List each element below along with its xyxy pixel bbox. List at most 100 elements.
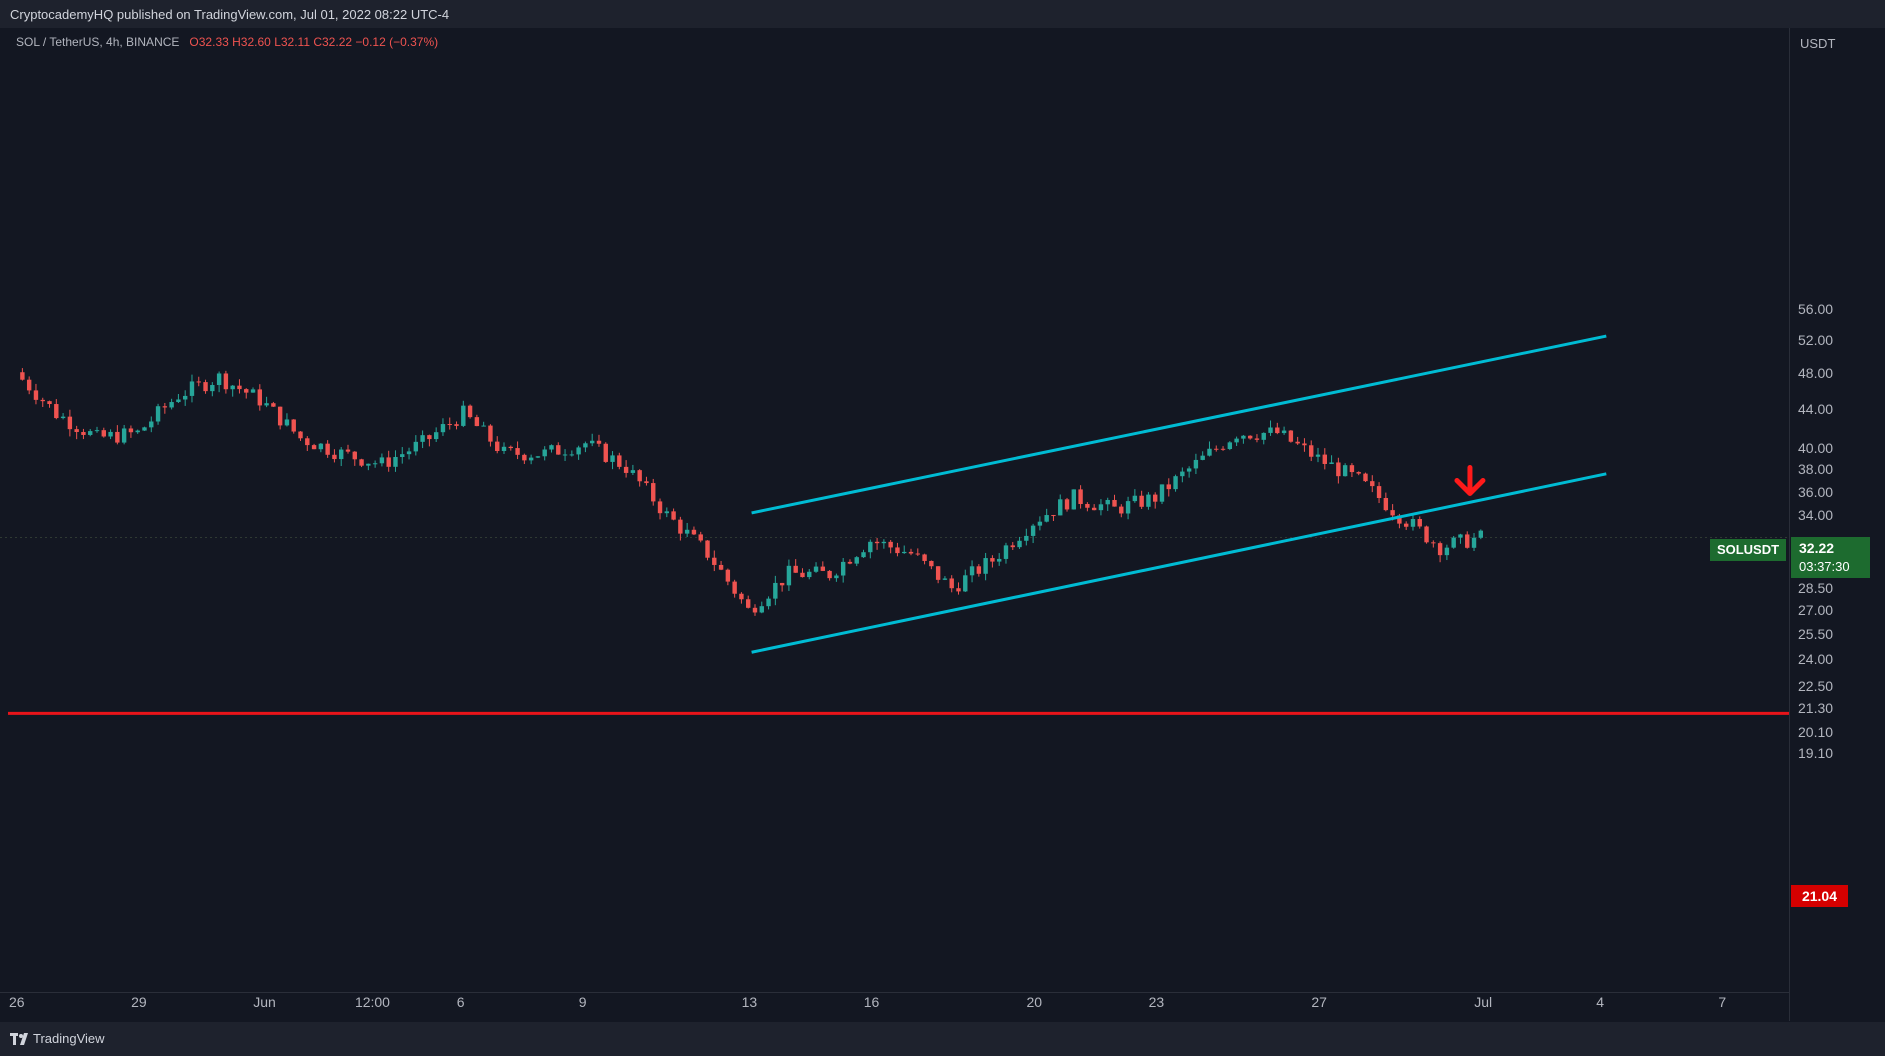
candle <box>20 368 25 381</box>
candle <box>284 413 290 427</box>
candle <box>1153 492 1158 509</box>
channel-lower-line[interactable] <box>751 472 1607 654</box>
symbol-legend: SOL / TetherUS, 4h, BINANCE O32.33 H32.6… <box>16 35 438 49</box>
candle <box>162 402 168 414</box>
candle <box>1064 497 1070 512</box>
candle <box>1105 497 1110 511</box>
price-axis-unit: USDT <box>1800 36 1836 51</box>
publisher-line: CryptocademyHQ published on TradingView.… <box>10 7 450 22</box>
candle <box>963 569 968 593</box>
candle <box>1295 436 1300 445</box>
candle <box>759 601 764 614</box>
candle <box>420 430 425 449</box>
candle <box>33 383 39 405</box>
candle <box>1017 536 1022 549</box>
candle <box>623 460 629 478</box>
candle <box>1085 502 1090 512</box>
candle <box>895 542 900 557</box>
candle <box>433 427 439 442</box>
tradingview-logo[interactable]: TradingView <box>10 1031 105 1046</box>
down-arrow-icon[interactable] <box>1454 464 1486 496</box>
chart-area[interactable] <box>0 28 1885 1021</box>
candle <box>1146 492 1151 510</box>
candle <box>176 394 181 404</box>
candle <box>657 498 663 520</box>
candle <box>1003 542 1009 564</box>
ohlc-close: C32.22 <box>313 35 353 49</box>
candle <box>1254 434 1260 443</box>
candle <box>189 374 195 403</box>
candle <box>1356 471 1361 476</box>
candle <box>834 573 839 582</box>
candle <box>1051 514 1056 521</box>
candle <box>888 539 893 554</box>
candle <box>732 579 737 598</box>
candle <box>1030 523 1036 544</box>
time-axis-divider <box>0 992 1789 993</box>
candle <box>1288 430 1294 443</box>
ohlc-high: H32.60 <box>232 35 271 49</box>
candle <box>372 460 378 468</box>
candle <box>1383 492 1389 512</box>
candle <box>1424 525 1429 544</box>
candle <box>277 406 283 430</box>
candle <box>610 451 615 470</box>
candle <box>684 522 690 537</box>
candle <box>868 539 873 559</box>
candle <box>1342 463 1348 477</box>
candle <box>705 540 710 561</box>
candle <box>651 478 656 506</box>
candle <box>1132 489 1138 503</box>
candle <box>983 552 988 581</box>
time-tick-label: 12:00 <box>354 994 390 1010</box>
candle <box>501 442 507 454</box>
candle <box>942 576 948 581</box>
candle <box>440 418 446 436</box>
time-tick-label: 7 <box>1718 994 1727 1010</box>
price-tick-label: 40.00 <box>1798 440 1834 457</box>
time-tick-label: Jul <box>1474 994 1493 1010</box>
candle <box>257 384 263 411</box>
candle <box>739 592 744 604</box>
candle <box>447 417 452 430</box>
candle <box>583 441 588 453</box>
price-tick-label: 28.50 <box>1798 580 1834 597</box>
candle <box>1471 533 1477 551</box>
candle <box>305 436 310 452</box>
candle <box>169 398 174 410</box>
candle <box>874 537 880 550</box>
candle <box>237 379 242 394</box>
candle <box>54 399 59 420</box>
candle <box>1444 544 1450 561</box>
candle <box>271 401 276 407</box>
candle <box>1241 434 1246 444</box>
candle <box>1078 485 1083 509</box>
candle <box>413 435 419 456</box>
candle <box>298 431 303 441</box>
candle <box>60 413 66 420</box>
candle <box>1261 432 1266 445</box>
candle <box>854 556 859 567</box>
price-axis[interactable] <box>1789 28 1885 1021</box>
candle <box>549 444 554 453</box>
candle <box>182 390 188 406</box>
candle <box>1227 441 1233 451</box>
channel-upper-line[interactable] <box>751 334 1607 515</box>
price-tick-label: 56.00 <box>1798 301 1834 318</box>
candle <box>1220 446 1226 451</box>
ohlc-low: L32.11 <box>274 35 310 49</box>
candle <box>216 371 222 393</box>
candle <box>929 560 934 570</box>
time-tick-label: 6 <box>456 994 465 1010</box>
candle <box>1173 474 1178 492</box>
candle <box>406 447 412 460</box>
candle <box>1431 540 1436 548</box>
candle <box>773 575 778 606</box>
candle <box>1437 541 1443 563</box>
symbol-price-label: SOLUSDT <box>1710 539 1786 561</box>
candle <box>813 562 819 573</box>
candle <box>244 388 249 399</box>
candle <box>386 450 391 472</box>
candle <box>847 559 853 565</box>
